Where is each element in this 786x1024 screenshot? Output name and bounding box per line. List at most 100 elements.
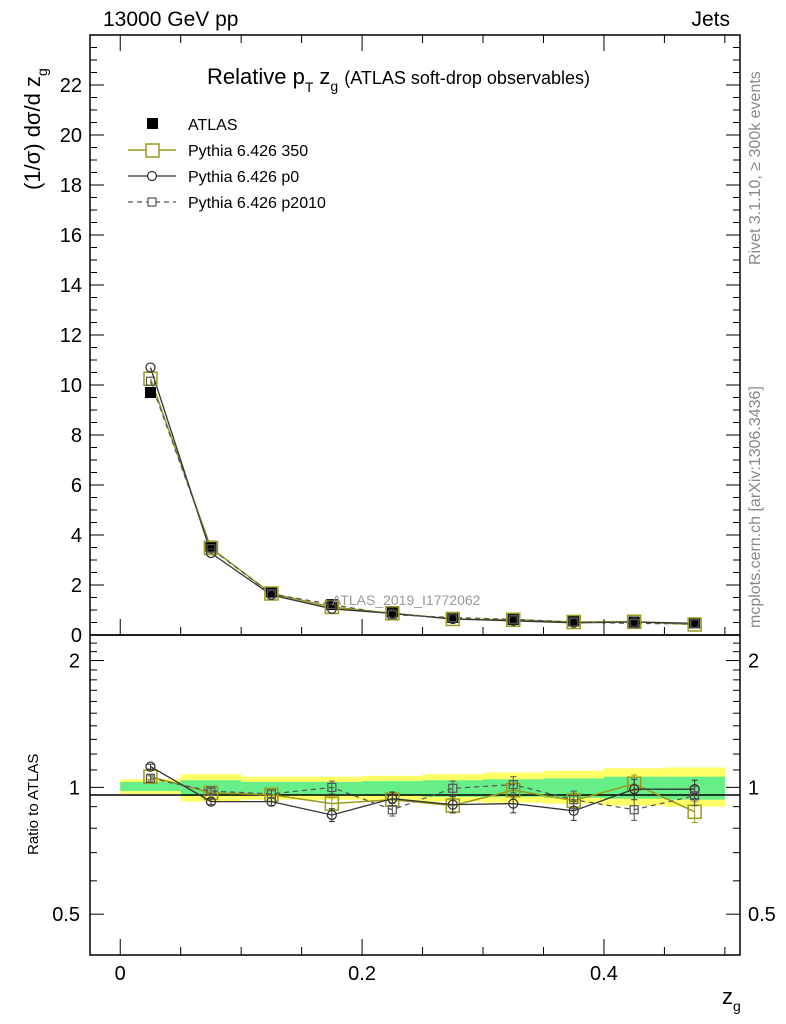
ratio-y-tick-label: 0.5 [52, 904, 80, 926]
atlas-data-point [628, 616, 640, 628]
p350-marker [687, 617, 702, 632]
legend-p350-label: Pythia 6.426 350 [188, 143, 308, 160]
atlas-data-point [507, 614, 519, 625]
p350-marker [506, 612, 521, 627]
main-y-tick-label: 18 [60, 175, 82, 197]
p350-marker [566, 614, 581, 630]
p2010-marker [206, 544, 216, 554]
legend-p350-marker [145, 143, 160, 158]
p2010-marker [508, 614, 518, 624]
p350-marker [445, 611, 461, 627]
main-y-tick-label: 10 [60, 375, 82, 397]
ratio-uncertainty-band [120, 767, 725, 807]
main-panel: 0 2 4 6 8 10 12 14 16 18 20 22 Relative pT zg (ATLAS … [20, 34, 741, 647]
ratio-y-tick-label-right: 2 [748, 651, 759, 673]
ratio-p2010-marker [145, 773, 156, 784]
atlas-data-point [447, 612, 459, 623]
x-tick-label: 0.2 [348, 963, 376, 985]
legend-atlas-marker [147, 118, 158, 129]
x-axis-label: zg [722, 984, 741, 1014]
p2010-marker [448, 612, 458, 623]
ratio-y-axis: 0.5 0.5 1 1 2 2 [52, 642, 776, 926]
p2010-marker [266, 589, 276, 599]
p350-marker [626, 614, 642, 629]
main-y-tick-label: 12 [60, 325, 82, 347]
ratio-p0-marker [508, 798, 519, 809]
atlas-data-point [568, 615, 580, 627]
ratio-line-p0 [150, 766, 695, 816]
main-title: Relative pT zg (ATLAS soft-drop observable… [207, 64, 590, 95]
p2010-marker [569, 617, 579, 627]
main-y-tick-label: 22 [60, 75, 82, 97]
x-tick-label: 0.4 [590, 963, 618, 985]
ratio-p0-marker [326, 809, 338, 821]
atlas-data-point [689, 617, 701, 629]
p350-marker [385, 606, 400, 621]
legend-p0-label: Pythia 6.426 p0 [188, 169, 299, 186]
ratio-p2010-marker [266, 789, 276, 799]
main-y-tick-label: 14 [60, 275, 82, 297]
analysis-watermark: ATLAS_2019_I1772062 [332, 592, 481, 608]
ratio-p2010-marker [327, 782, 337, 792]
x-axis: 0 0.2 0.4 [115, 35, 726, 985]
main-series-group [143, 362, 702, 632]
ratio-y-tick-label-right: 1 [748, 777, 759, 799]
ratio-line-350 [150, 775, 696, 813]
x-tick-label: 0 [115, 963, 126, 985]
ratio-p0-marker [629, 784, 640, 795]
ratio-p2010-marker [448, 783, 458, 793]
p2010-marker [327, 599, 337, 610]
main-y-axis-label: (1/σ) dσ/d zg [20, 68, 50, 190]
ratio-p2010-marker [387, 805, 397, 815]
ratio-y-tick-label-right: 0.5 [748, 904, 776, 926]
band-inner-bin [362, 781, 423, 796]
ratio-p2010-marker [508, 780, 518, 790]
p350-marker [203, 540, 219, 556]
atlas-data-point [265, 586, 277, 598]
p0-marker [145, 362, 156, 373]
atlas-data-point [386, 606, 398, 618]
ratio-p2010-marker [206, 786, 216, 796]
ratio-y-tick-label: 2 [69, 651, 80, 673]
ratio-p2010-marker [690, 791, 700, 801]
legend-atlas-label: ATLAS [188, 117, 238, 134]
atlas-data-point [144, 387, 156, 398]
ratio-p0-marker [447, 799, 458, 810]
main-y-axis: 0 2 4 6 8 10 12 14 16 18 20 22 [60, 47, 740, 647]
ratio-frame [89, 634, 741, 956]
main-y-tick-label: 20 [60, 125, 82, 147]
ratio-p350-marker [143, 769, 158, 784]
ratio-p0-marker [145, 761, 156, 772]
p2010-marker [629, 618, 639, 629]
p2010-marker [145, 376, 156, 386]
main-line-p2010 [149, 381, 695, 625]
ratio-line-p2010 [150, 777, 695, 811]
main-y-tick-label: 6 [71, 475, 82, 497]
header-right-label: Jets [691, 8, 730, 31]
atlas-data-point [205, 540, 217, 552]
legend-p2010-label: Pythia 6.426 p2010 [188, 195, 326, 212]
main-y-tick-label: 8 [71, 425, 82, 447]
ratio-panel: 0.5 0.51 12 2 0 0.2 0.4 Ratio to ATLAS zg [25, 35, 776, 1014]
ratio-y-axis-label: Ratio to ATLAS [25, 754, 42, 855]
main-y-tick-label: 2 [71, 575, 82, 597]
ratio-p2010-marker [629, 805, 639, 815]
main-line-p0 [149, 367, 695, 624]
header-left-label: 13000 GeV pp [103, 8, 239, 31]
main-y-tick-label: 4 [71, 525, 82, 547]
main-y-tick-label: 0 [71, 625, 82, 647]
legend-p0-marker [146, 170, 158, 182]
band-inner-bin [543, 778, 604, 798]
p2010-marker [387, 610, 397, 620]
ratio-series-group [143, 761, 702, 824]
ratio-y-tick-label: 1 [69, 777, 80, 799]
main-y-tick-label: 16 [60, 225, 82, 247]
legend-p2010-marker [147, 197, 157, 207]
legend: ATLAS Pythia 6.426 350 Pythia 6.426 p0 P… [128, 117, 326, 212]
ratio-p0-marker [205, 796, 217, 807]
p2010-marker [690, 619, 700, 629]
band-inner-bin [120, 781, 181, 792]
ratio-p2010-marker [569, 795, 579, 805]
main-line-350 [149, 378, 695, 626]
